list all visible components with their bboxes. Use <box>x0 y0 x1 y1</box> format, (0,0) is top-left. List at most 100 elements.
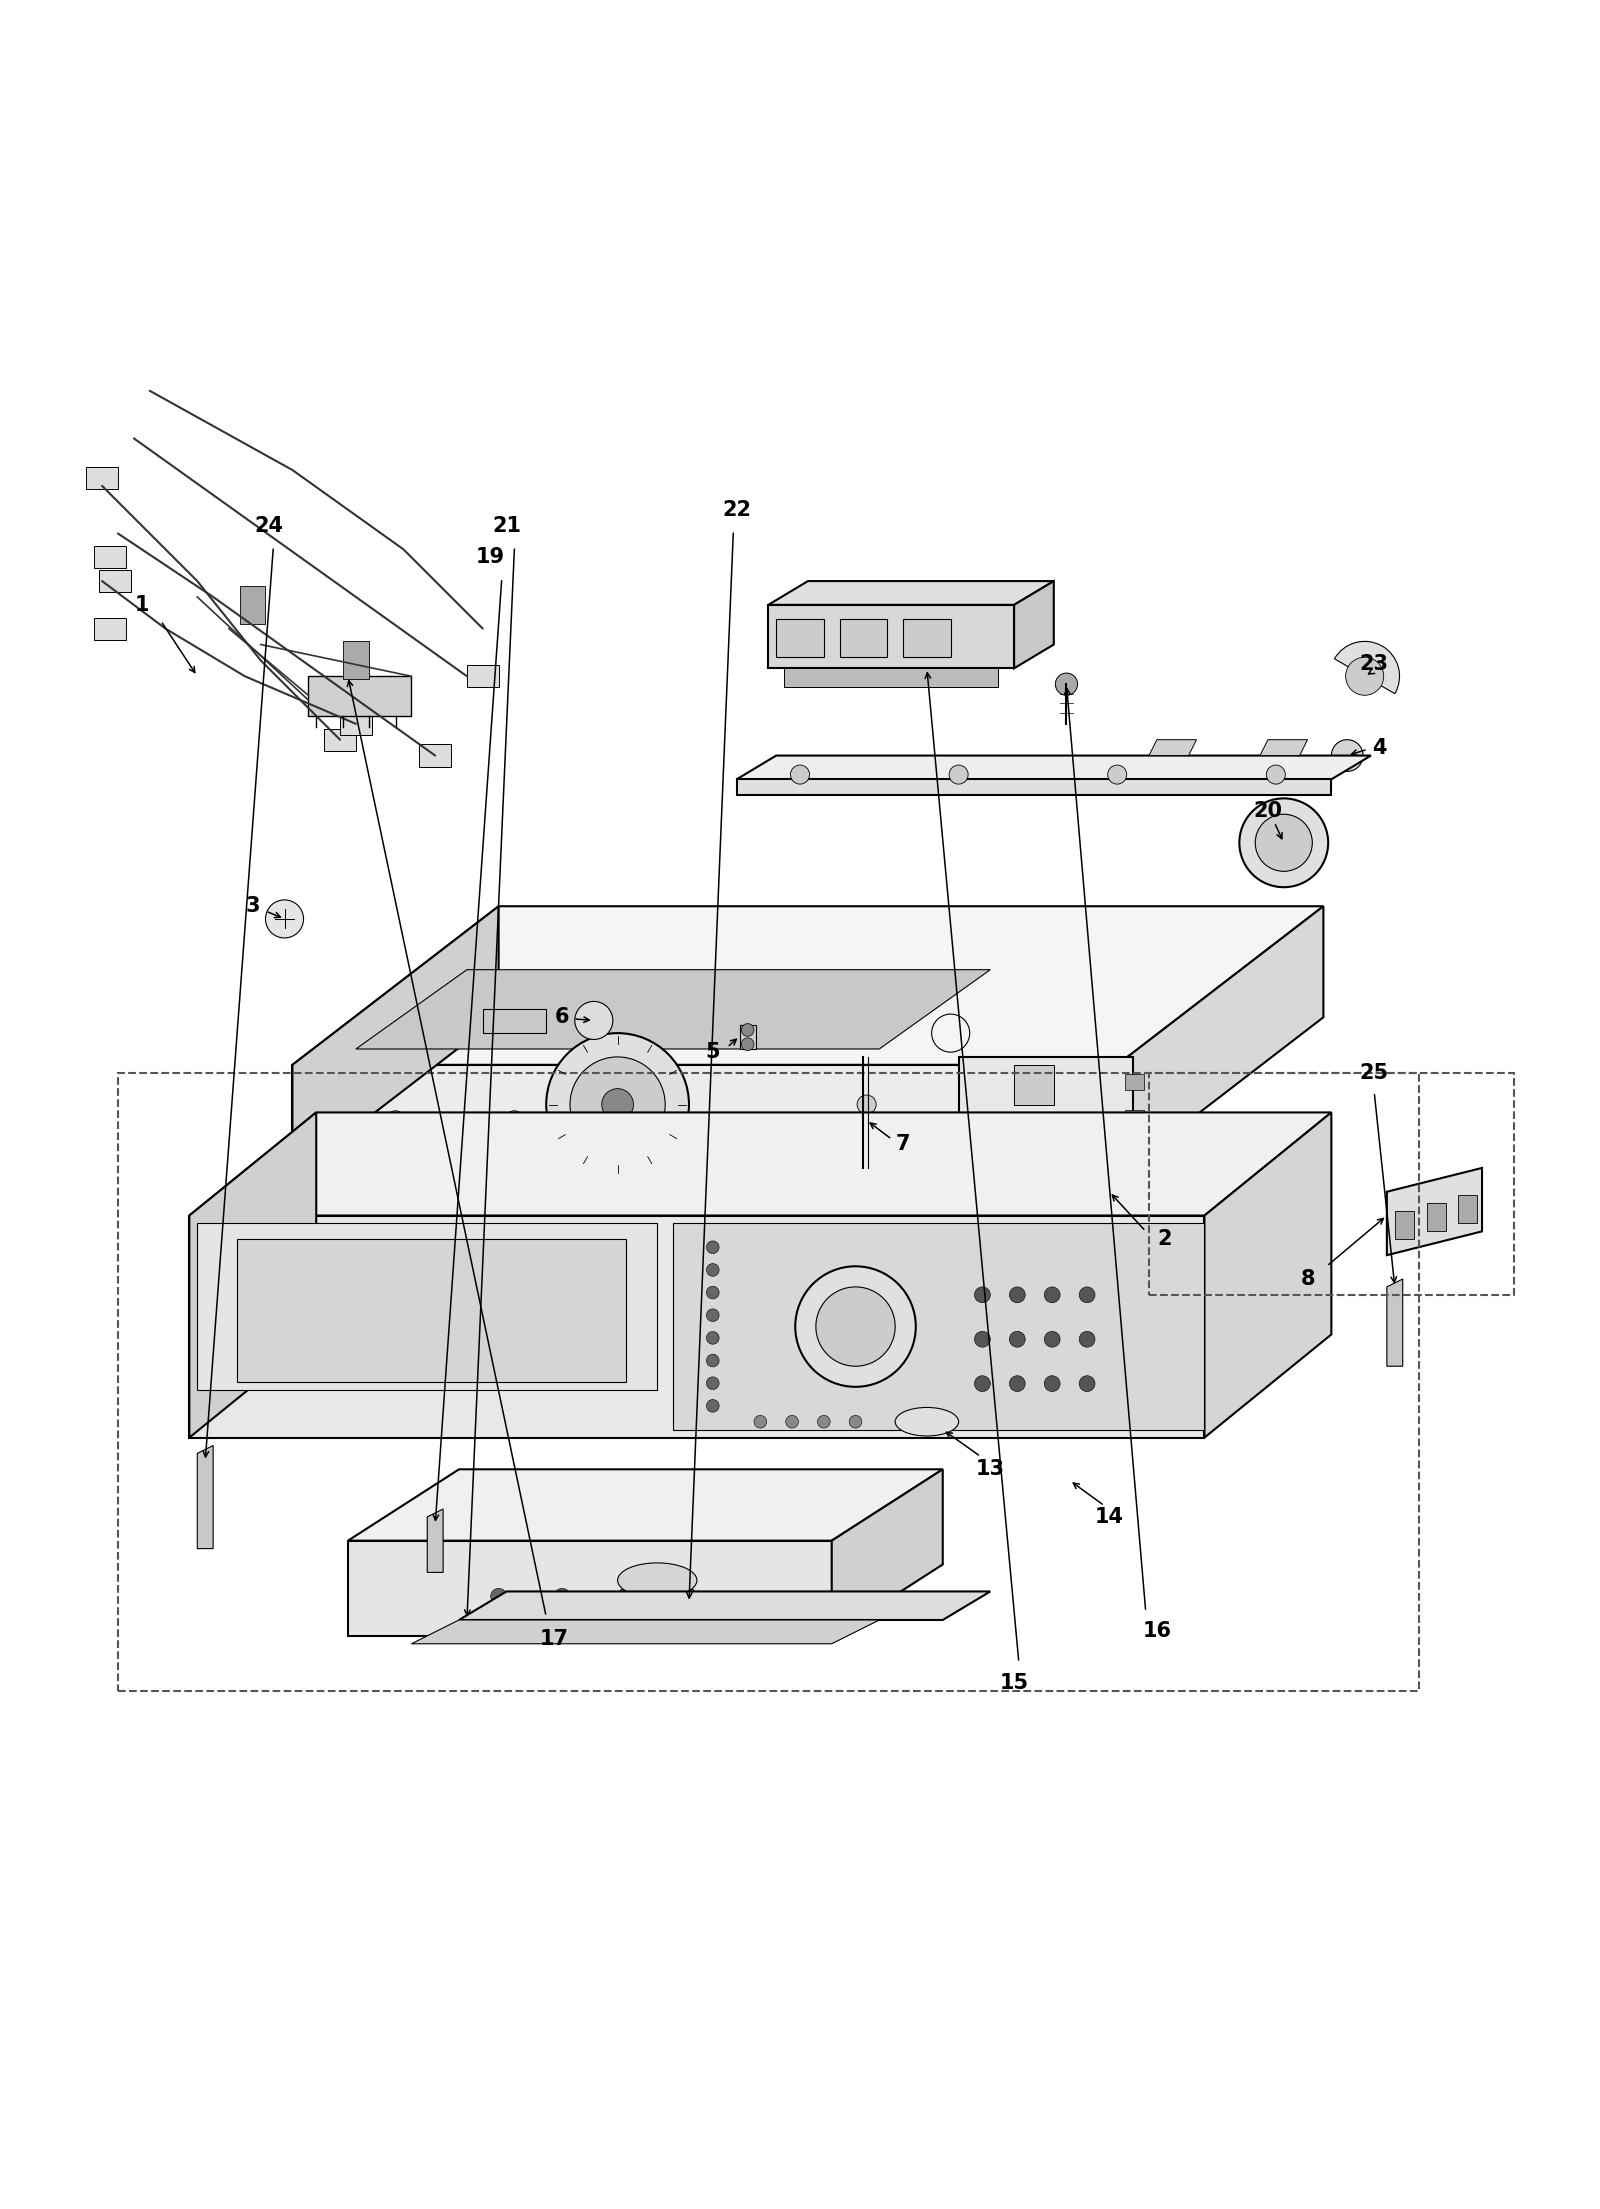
Text: 25: 25 <box>1360 1063 1389 1082</box>
Text: 24: 24 <box>254 515 283 535</box>
Bar <box>902 619 950 658</box>
Ellipse shape <box>894 1407 958 1436</box>
Circle shape <box>1078 1376 1094 1392</box>
Polygon shape <box>237 1239 626 1383</box>
Circle shape <box>707 1310 718 1321</box>
Text: 6: 6 <box>555 1007 570 1027</box>
Text: 8: 8 <box>1301 1268 1315 1290</box>
Text: 17: 17 <box>539 1628 568 1650</box>
Bar <box>94 546 126 568</box>
Bar <box>1125 1111 1144 1127</box>
Circle shape <box>818 1416 830 1427</box>
Polygon shape <box>197 1445 213 1549</box>
Circle shape <box>1045 1376 1061 1392</box>
Polygon shape <box>189 1113 1331 1215</box>
Polygon shape <box>768 605 1014 669</box>
Circle shape <box>741 1038 754 1051</box>
Bar <box>240 585 266 623</box>
Text: 19: 19 <box>477 548 506 568</box>
Circle shape <box>850 1416 862 1427</box>
Circle shape <box>1346 658 1384 696</box>
Polygon shape <box>736 780 1331 795</box>
Circle shape <box>949 764 968 784</box>
Bar <box>309 676 411 716</box>
Bar <box>342 641 368 680</box>
Polygon shape <box>736 755 1371 780</box>
Circle shape <box>546 1034 690 1175</box>
Circle shape <box>1240 797 1328 888</box>
Text: 1: 1 <box>134 594 149 614</box>
Polygon shape <box>293 906 499 1175</box>
Polygon shape <box>459 1590 990 1619</box>
Circle shape <box>1078 1332 1094 1347</box>
Circle shape <box>707 1286 718 1299</box>
Polygon shape <box>974 1120 1070 1230</box>
Circle shape <box>816 1288 894 1365</box>
Polygon shape <box>1387 1169 1482 1255</box>
Polygon shape <box>293 906 1323 1065</box>
Circle shape <box>1045 1332 1061 1347</box>
Bar <box>341 714 371 736</box>
Polygon shape <box>768 581 1054 605</box>
Circle shape <box>1331 740 1363 771</box>
Circle shape <box>602 1089 634 1120</box>
Bar <box>776 619 824 658</box>
Text: 15: 15 <box>1000 1674 1029 1694</box>
Text: 13: 13 <box>976 1460 1005 1480</box>
Polygon shape <box>1395 1211 1414 1239</box>
Text: 3: 3 <box>245 897 261 917</box>
Polygon shape <box>197 1224 658 1389</box>
Circle shape <box>618 1588 634 1604</box>
Circle shape <box>795 1266 915 1387</box>
Polygon shape <box>1014 581 1054 669</box>
Bar <box>86 466 118 488</box>
Polygon shape <box>189 1113 317 1438</box>
Bar <box>325 729 355 751</box>
Polygon shape <box>1149 740 1197 755</box>
Polygon shape <box>293 1065 1117 1175</box>
Polygon shape <box>189 1215 1205 1438</box>
Text: 14: 14 <box>1094 1507 1123 1526</box>
Text: 2: 2 <box>1157 1230 1173 1250</box>
Bar <box>840 619 888 658</box>
Circle shape <box>786 1416 798 1427</box>
Bar <box>1125 1074 1144 1091</box>
Circle shape <box>974 1288 990 1303</box>
Polygon shape <box>347 1540 832 1637</box>
Circle shape <box>1056 674 1077 696</box>
Circle shape <box>1010 1376 1026 1392</box>
Circle shape <box>1107 764 1126 784</box>
Circle shape <box>974 1332 990 1347</box>
Text: 7: 7 <box>896 1133 910 1153</box>
Circle shape <box>266 899 304 939</box>
Bar <box>1125 1182 1144 1197</box>
Circle shape <box>491 1588 507 1604</box>
Bar <box>94 619 126 641</box>
Circle shape <box>1010 1288 1026 1303</box>
Polygon shape <box>784 669 998 687</box>
Text: 16: 16 <box>1142 1621 1171 1641</box>
Polygon shape <box>739 1025 755 1049</box>
Polygon shape <box>832 1469 942 1637</box>
Polygon shape <box>427 1509 443 1573</box>
Polygon shape <box>1205 1113 1331 1438</box>
Circle shape <box>858 1135 877 1153</box>
Circle shape <box>790 764 810 784</box>
Text: 22: 22 <box>722 499 750 519</box>
Circle shape <box>1045 1288 1061 1303</box>
Ellipse shape <box>618 1564 698 1597</box>
Bar <box>419 744 451 767</box>
Text: 4: 4 <box>1371 738 1386 758</box>
Circle shape <box>707 1401 718 1412</box>
Circle shape <box>707 1332 718 1345</box>
Circle shape <box>1256 815 1312 870</box>
Polygon shape <box>347 1469 942 1540</box>
Wedge shape <box>1334 641 1400 694</box>
Bar <box>99 570 131 592</box>
Polygon shape <box>674 1224 1205 1429</box>
Text: 20: 20 <box>1253 802 1283 822</box>
Circle shape <box>707 1241 718 1253</box>
Circle shape <box>754 1416 766 1427</box>
Circle shape <box>1266 764 1285 784</box>
Polygon shape <box>355 970 990 1049</box>
